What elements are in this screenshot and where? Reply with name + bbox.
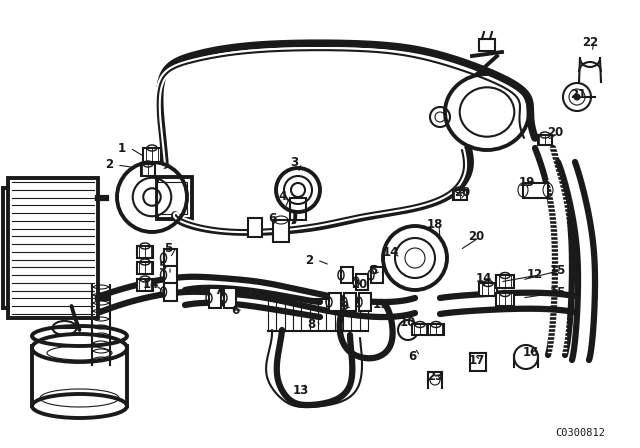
Bar	[157, 182, 187, 214]
Text: 19: 19	[519, 177, 536, 190]
Text: 13: 13	[293, 383, 309, 396]
Bar	[344, 293, 356, 311]
Bar	[137, 262, 153, 274]
Bar	[8, 178, 98, 318]
Text: 5: 5	[164, 241, 172, 254]
Bar	[479, 39, 495, 51]
Bar	[273, 220, 289, 242]
Text: 11: 11	[373, 297, 389, 310]
Text: 2: 2	[105, 159, 113, 172]
Text: 17: 17	[469, 353, 485, 366]
Text: 3: 3	[290, 156, 298, 169]
Bar	[538, 135, 552, 145]
Text: 14: 14	[383, 246, 399, 259]
Bar	[359, 293, 371, 311]
Bar	[157, 177, 192, 219]
Bar	[428, 324, 444, 336]
Bar	[329, 293, 341, 311]
Text: 18: 18	[427, 219, 444, 232]
Bar	[453, 190, 467, 200]
Bar	[356, 274, 368, 290]
Bar	[224, 288, 236, 308]
Text: 5: 5	[369, 264, 377, 277]
Text: 23: 23	[427, 370, 444, 383]
Text: 14: 14	[143, 279, 159, 292]
Text: 9: 9	[340, 301, 348, 314]
Bar	[137, 279, 153, 291]
Text: 1: 1	[118, 142, 126, 155]
Bar	[209, 288, 221, 308]
Text: 15: 15	[550, 285, 566, 298]
Text: 6: 6	[231, 303, 239, 316]
Text: 20: 20	[468, 231, 484, 244]
Bar	[137, 246, 153, 258]
Bar	[496, 276, 514, 289]
Text: 2: 2	[305, 254, 313, 267]
Text: 4: 4	[278, 190, 286, 203]
Text: C0300812: C0300812	[555, 428, 605, 438]
Bar	[371, 267, 383, 283]
Text: 15: 15	[550, 263, 566, 276]
Bar	[523, 183, 548, 198]
Text: 20: 20	[351, 279, 367, 292]
Bar	[163, 283, 177, 301]
Bar	[163, 266, 177, 284]
Text: 20: 20	[454, 186, 470, 199]
Text: 21: 21	[570, 89, 586, 102]
Text: 8: 8	[307, 318, 316, 331]
Bar	[163, 249, 177, 267]
Text: 14: 14	[476, 272, 492, 285]
Bar	[341, 267, 353, 283]
Text: 12: 12	[527, 268, 543, 281]
Text: 10: 10	[400, 315, 416, 328]
Text: 20: 20	[547, 126, 563, 139]
Text: 5: 5	[158, 259, 166, 272]
Bar	[248, 218, 262, 237]
Bar	[412, 324, 428, 336]
Bar	[479, 284, 497, 297]
Circle shape	[574, 94, 580, 100]
Text: 16: 16	[523, 345, 540, 358]
Text: 6: 6	[408, 349, 416, 362]
Bar	[143, 148, 161, 162]
Bar	[141, 164, 155, 176]
Text: 6: 6	[268, 211, 276, 224]
Bar	[290, 198, 306, 220]
Bar	[496, 293, 514, 306]
Text: 22: 22	[582, 35, 598, 48]
Text: 7: 7	[214, 284, 222, 297]
